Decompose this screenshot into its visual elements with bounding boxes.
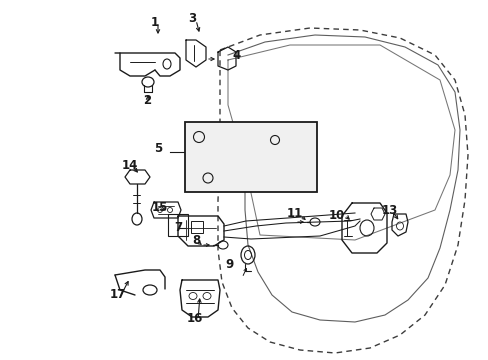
Bar bbox=[184, 122, 316, 192]
Text: 2: 2 bbox=[142, 94, 151, 107]
Text: 6: 6 bbox=[190, 176, 199, 189]
Text: 16: 16 bbox=[186, 311, 203, 324]
Text: 11: 11 bbox=[286, 207, 303, 220]
Text: 8: 8 bbox=[191, 234, 200, 247]
Bar bbox=[168, 214, 187, 236]
Text: 7: 7 bbox=[174, 220, 182, 234]
Text: 12: 12 bbox=[236, 168, 253, 181]
Text: 13: 13 bbox=[381, 203, 397, 216]
Text: 1: 1 bbox=[151, 15, 159, 28]
Text: 10: 10 bbox=[328, 208, 345, 221]
Text: 5: 5 bbox=[154, 141, 162, 154]
Text: 15: 15 bbox=[151, 201, 168, 213]
Text: 14: 14 bbox=[122, 158, 138, 171]
Text: 17: 17 bbox=[110, 288, 126, 302]
Text: 3: 3 bbox=[187, 12, 196, 24]
Text: 4: 4 bbox=[232, 49, 241, 62]
Text: 9: 9 bbox=[225, 258, 234, 271]
Bar bbox=[191, 221, 203, 233]
